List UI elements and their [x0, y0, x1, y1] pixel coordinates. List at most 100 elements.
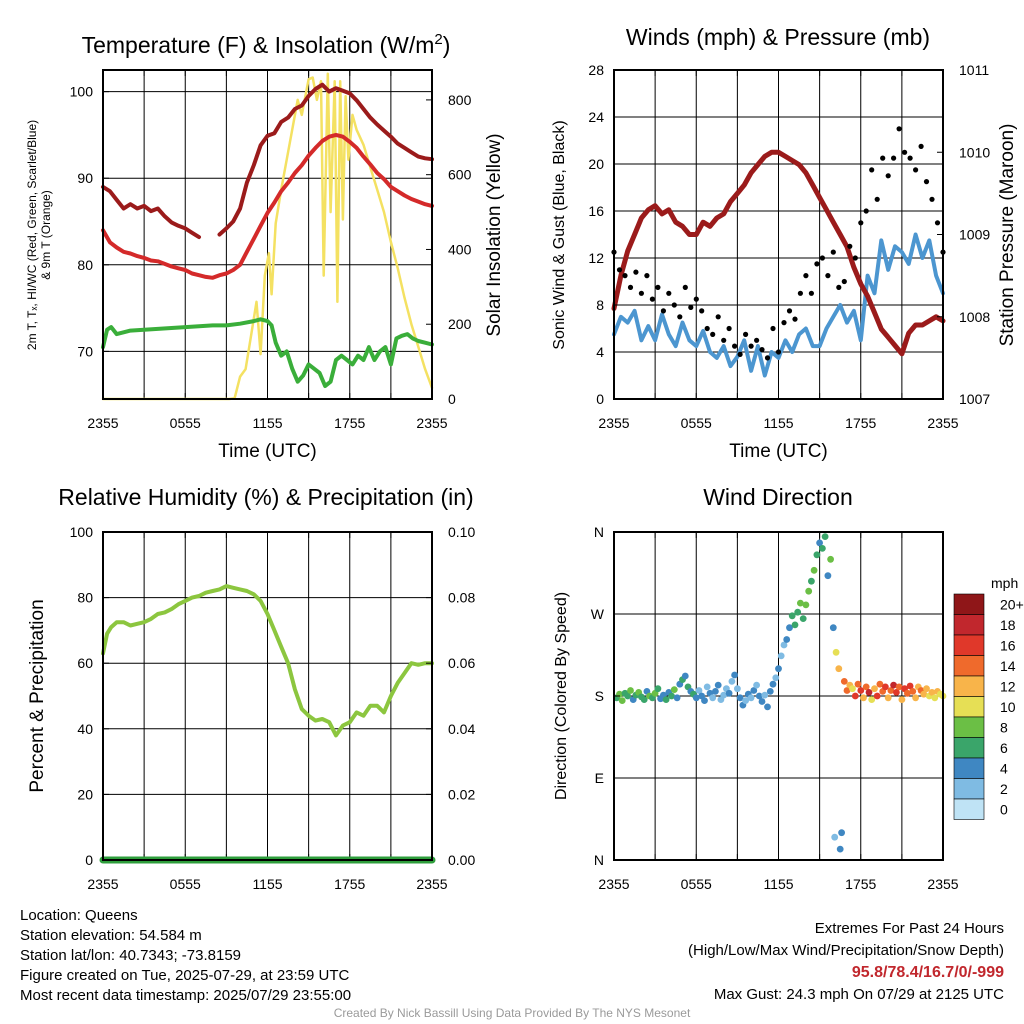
direction-point	[923, 685, 930, 693]
y2-axis-label: Solar Insolation (Yellow)	[484, 133, 505, 336]
legend-title: mph	[991, 575, 1018, 591]
direction-point	[766, 688, 774, 695]
x-tick-label: 2355	[927, 415, 958, 431]
gust-point	[869, 167, 875, 173]
direction-point	[736, 694, 744, 702]
y2-tick-label: 0.02	[448, 786, 475, 802]
direction-point	[884, 694, 892, 702]
gust-point	[902, 149, 908, 155]
direction-point	[887, 687, 895, 694]
gust-point	[710, 331, 716, 337]
y-tick-label: 24	[588, 109, 604, 125]
location-text: Location: Queens	[20, 907, 138, 924]
direction-point	[791, 621, 799, 629]
y-tick-label: 0	[596, 391, 604, 407]
gust-point	[655, 284, 661, 290]
legend-label: 8	[1000, 719, 1008, 735]
y2-tick-label: 1011	[959, 62, 989, 78]
direction-point	[624, 692, 632, 700]
direction-point	[819, 545, 826, 552]
gust-point	[737, 351, 743, 357]
legend-label: 0	[1000, 801, 1008, 817]
gust-point	[693, 296, 699, 302]
direction-point	[668, 692, 675, 700]
direction-point	[873, 692, 881, 700]
gust-point	[743, 331, 749, 337]
direction-point	[860, 694, 867, 702]
chart-title: Winds (mph) & Pressure (mb)	[626, 24, 930, 50]
x-tick-label: 0555	[681, 415, 712, 431]
x-tick-label: 1155	[252, 876, 282, 892]
direction-point	[720, 691, 728, 699]
direction-point	[783, 636, 791, 643]
x-tick-label: 1155	[763, 876, 793, 892]
direction-point	[701, 697, 708, 704]
direction-point	[827, 555, 834, 563]
direction-point	[627, 687, 634, 694]
legend-swatch	[953, 757, 985, 779]
direction-point	[840, 678, 848, 685]
temperature-line	[101, 132, 434, 280]
x-tick-label: 2355	[416, 876, 447, 892]
gust-point	[896, 126, 902, 132]
direction-point	[712, 688, 719, 695]
y-tick-label: 90	[77, 170, 93, 186]
direction-point	[775, 665, 782, 673]
direction-point	[714, 681, 722, 689]
y-tick-label: 0	[85, 852, 93, 868]
direction-point	[906, 682, 914, 690]
x-tick-label: 1155	[252, 415, 282, 431]
direction-point	[808, 577, 815, 585]
credit-text: Created By Nick Bassill Using Data Provi…	[333, 1006, 691, 1020]
legend-swatch	[953, 614, 985, 636]
wind-direction-chart: 2355 0555 1155 1755 2355 Wind Direction N E S W N D…	[553, 484, 959, 892]
gust-point	[688, 304, 694, 310]
gust-point	[699, 308, 705, 314]
legend-swatch	[953, 778, 985, 800]
insolation-line	[101, 72, 434, 401]
direction-point	[835, 665, 843, 673]
x-axis-label: Time (UTC)	[729, 441, 828, 462]
gust-point	[649, 296, 656, 302]
gust-point	[929, 196, 935, 202]
gust-point	[918, 143, 924, 149]
recent-data-text: Most recent data timestamp: 2025/07/29 2…	[20, 987, 352, 1004]
extremes-title: Extremes For Past 24 Hours	[814, 920, 1004, 937]
station-info: Location: Queens Station elevation: 54.5…	[20, 906, 351, 1006]
direction-point	[786, 624, 793, 632]
legend-label: 10	[1000, 699, 1016, 715]
direction-point	[731, 671, 738, 679]
y2-tick-label: 0.08	[448, 590, 475, 606]
direction-point	[857, 687, 865, 694]
gust-point	[616, 267, 623, 273]
gust-point	[808, 290, 815, 296]
x-tick-label: 2355	[598, 876, 629, 892]
created-text: Figure created on Tue, 2025-07-29, at 23…	[20, 967, 350, 984]
direction-point	[865, 689, 873, 696]
direction-point	[909, 688, 917, 695]
extremes-subtitle: (High/Low/Max Wind/Precipitation/Snow De…	[688, 942, 1004, 959]
gust-point	[677, 314, 683, 320]
plot-frame	[102, 69, 433, 400]
y2-axis-label: Station Pressure (Maroon)	[997, 124, 1018, 347]
y2-tick-label: 600	[448, 167, 472, 183]
direction-point	[912, 694, 919, 702]
direction-point	[832, 648, 840, 656]
direction-point	[640, 696, 648, 703]
y2-tick-label: 0.10	[448, 524, 475, 540]
max-gust-text: Max Gust: 24.3 mph On 07/29 at 2125 UTC	[713, 986, 1004, 1003]
direction-point	[836, 845, 844, 853]
direction-point	[810, 566, 818, 574]
gust-point	[666, 290, 672, 296]
direction-point	[728, 678, 736, 685]
x-tick-label: 2355	[87, 876, 118, 892]
gust-point	[754, 337, 760, 343]
y-tick-label: 20	[77, 786, 93, 802]
humidity-line	[101, 584, 434, 738]
pressure-line	[611, 149, 946, 357]
direction-point	[734, 685, 741, 693]
gust-point	[830, 249, 836, 255]
gust-point	[764, 355, 771, 361]
y-tick-label: E	[595, 770, 604, 786]
